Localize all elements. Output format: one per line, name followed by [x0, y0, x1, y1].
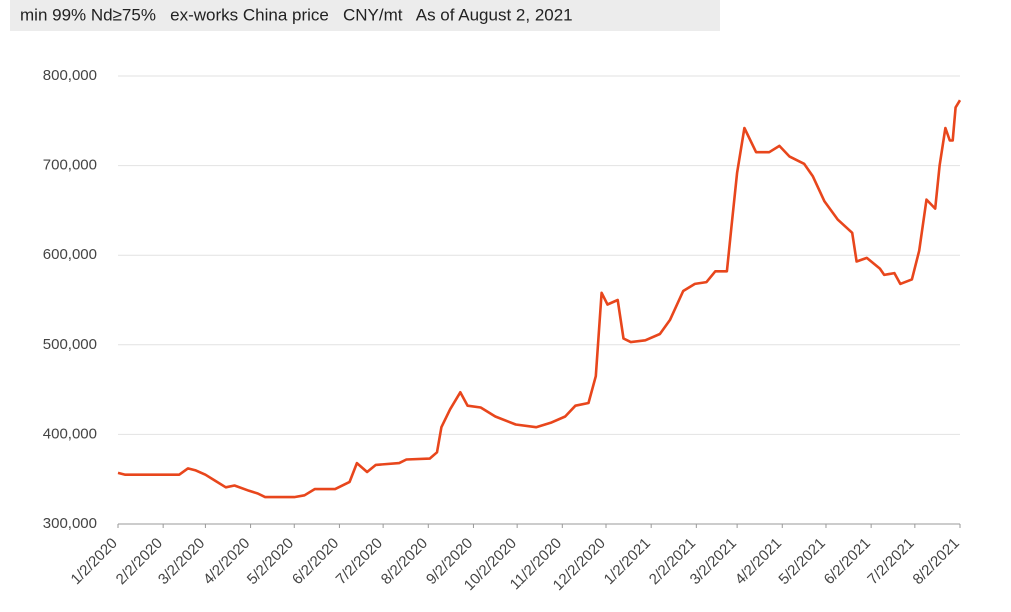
- y-tick-label: 600,000: [43, 246, 97, 263]
- x-tick-label: 3/2/2020: [155, 535, 208, 588]
- x-tick-label: 5/2/2020: [244, 535, 297, 588]
- x-tick-label: 7/2/2020: [333, 535, 386, 588]
- x-tick-label: 4/2/2020: [200, 535, 253, 588]
- x-tick-label: 5/2/2021: [775, 535, 828, 588]
- subtitle-bar: [10, 0, 720, 31]
- y-tick-label: 700,000: [43, 157, 97, 174]
- x-tick-label: 1/2/2021: [601, 535, 654, 588]
- price-line: [117, 99, 962, 499]
- y-tick-label: 500,000: [43, 336, 97, 353]
- y-tick-label: 800,000: [43, 67, 97, 84]
- x-tick-label: 4/2/2021: [732, 535, 785, 588]
- y-tick-label: 400,000: [43, 425, 97, 442]
- x-tick-label: 8/2/2020: [378, 535, 431, 588]
- chart-subtitle: min 99% Nd≥75% ex-works China price CNY/…: [20, 5, 573, 24]
- x-tick-label: 6/2/2020: [289, 535, 342, 588]
- x-tick-label: 8/2/2021: [910, 535, 963, 588]
- x-tick-label: 1/2/2020: [68, 535, 121, 588]
- x-tick-label: 7/2/2021: [864, 535, 917, 588]
- y-tick-label: 300,000: [43, 515, 97, 532]
- x-tick-label: 6/2/2021: [821, 535, 874, 588]
